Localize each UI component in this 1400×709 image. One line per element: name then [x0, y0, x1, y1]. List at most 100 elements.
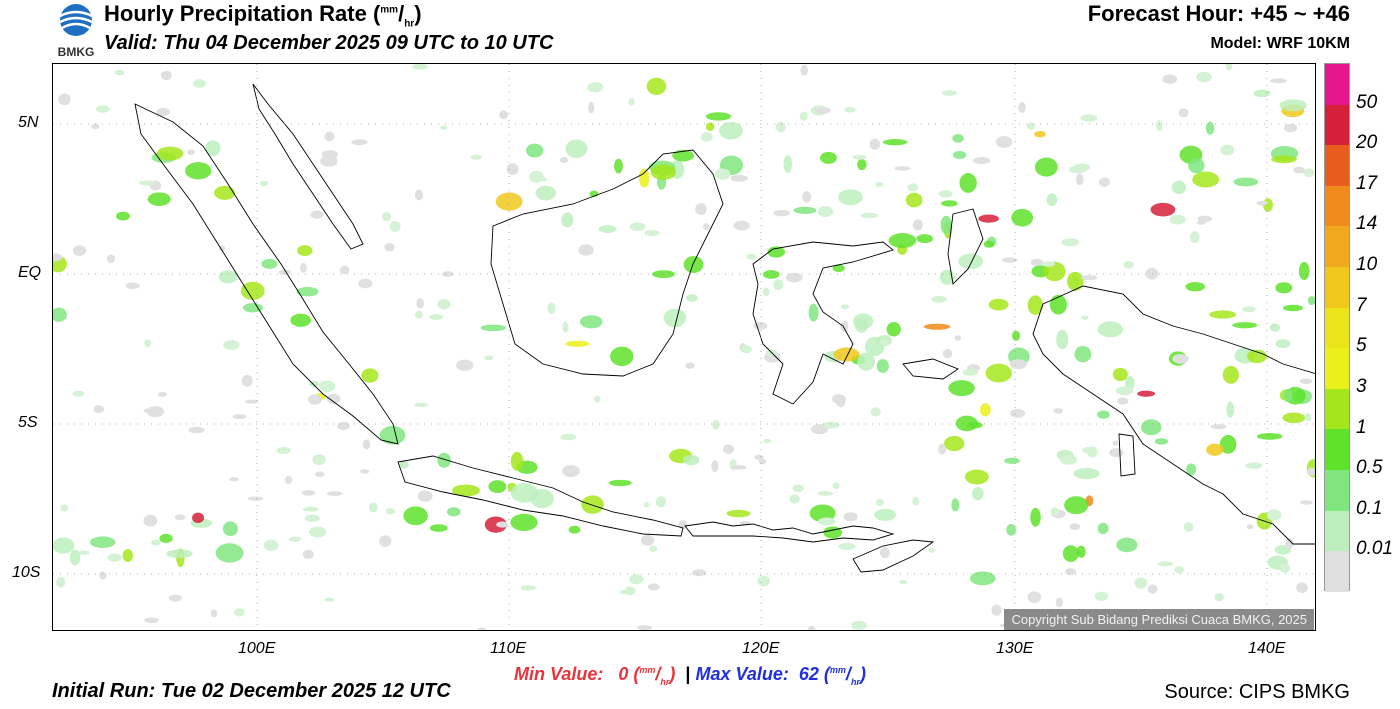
rain-cell [1049, 294, 1067, 315]
drizzle-cell [1299, 378, 1313, 385]
rain-cell [1188, 157, 1205, 174]
drizzle-cell [1123, 261, 1134, 269]
drizzle-cell [789, 494, 800, 504]
rain-cell [581, 495, 604, 514]
rain-cell [1232, 322, 1258, 329]
colorbar-label: 5 [1356, 335, 1367, 357]
rain-cell [205, 140, 221, 157]
drizzle-cell [995, 136, 1013, 148]
drizzle-cell [758, 458, 767, 465]
rain-cell [705, 112, 732, 121]
drizzle-cell [870, 407, 881, 417]
drizzle-cell [928, 548, 936, 553]
drizzle-cell [470, 154, 483, 160]
rain-cell [683, 256, 704, 273]
rain-cell [147, 192, 171, 207]
rain-cell [1067, 271, 1084, 291]
drizzle-cell [1296, 582, 1308, 594]
rain-cell [89, 536, 116, 549]
drizzle-cell [894, 166, 911, 171]
rain-cell [651, 270, 676, 279]
colorbar-label: 0.5 [1356, 457, 1383, 479]
drizzle-cell [1076, 173, 1084, 186]
rain-cell [809, 504, 836, 523]
drizzle-cell [437, 298, 451, 310]
drizzle-cell [1080, 315, 1089, 320]
rain-cell [905, 192, 923, 208]
lon-label-140e: 140E [1248, 640, 1286, 657]
drizzle-cell [412, 64, 429, 70]
drizzle-cell [1183, 522, 1194, 532]
rain-cell [1097, 321, 1123, 338]
drizzle-cell [1285, 537, 1294, 550]
drizzle-cell [1134, 577, 1148, 589]
drizzle-cell [312, 454, 326, 466]
rain-cell [1030, 507, 1041, 527]
rain-cell [510, 513, 538, 532]
rain-cell [1256, 433, 1283, 440]
drizzle-cell [1053, 408, 1064, 414]
rain-cell [983, 240, 995, 248]
drizzle-cell [649, 545, 658, 552]
rain-cell [1271, 155, 1297, 164]
colorbar-segment [1325, 388, 1349, 430]
rain-cell [1206, 443, 1224, 456]
drizzle-cell [773, 279, 784, 291]
drizzle-cell [415, 310, 423, 319]
rain-cell [1226, 401, 1235, 418]
rain-cell [955, 415, 979, 432]
rain-cell [857, 159, 867, 171]
rain-cell [1140, 419, 1162, 436]
rain-cell [1171, 180, 1187, 195]
lon-label-120e: 120E [742, 640, 780, 657]
colorbar [1324, 63, 1350, 592]
drizzle-cell [310, 210, 324, 219]
drizzle-cell [95, 105, 110, 113]
rain-cell [646, 77, 667, 96]
drizzle-cell [358, 278, 373, 289]
precipitation-field [53, 64, 1315, 630]
rain-cell [261, 258, 278, 269]
rain-cell [819, 151, 837, 164]
drizzle-cell [753, 321, 768, 330]
drizzle-cell [385, 507, 395, 515]
rain-cell [663, 308, 687, 328]
rain-cell [964, 469, 989, 485]
max-value: Max Value: 62 (mm/hr) [695, 664, 866, 687]
drizzle-cell [703, 222, 710, 231]
rain-cell [941, 200, 958, 207]
drizzle-cell [643, 501, 650, 508]
rain-cell [882, 139, 908, 146]
drizzle-cell [578, 244, 594, 256]
drizzle-cell [1245, 462, 1263, 469]
drizzle-cell [456, 359, 474, 371]
drizzle-cell [379, 535, 392, 547]
drizzle-cell [337, 421, 350, 431]
rain-cell [122, 549, 133, 562]
drizzle-cell [1178, 108, 1189, 118]
drizzle-cell [817, 517, 836, 526]
drizzle-cell [384, 242, 395, 252]
drizzle-cell [1080, 114, 1098, 122]
drizzle-cell [1010, 408, 1026, 418]
rain-cell [437, 452, 451, 468]
rain-cell [1062, 545, 1079, 562]
drizzle-cell [942, 349, 953, 359]
drizzle-cell [562, 321, 569, 333]
drizzle-cell [210, 609, 218, 618]
drizzle-cell [899, 579, 908, 585]
rain-cell [762, 270, 780, 279]
rain-cell [1275, 282, 1293, 294]
map-canvas [53, 64, 1315, 630]
drizzle-cell [326, 491, 343, 496]
rain-cell [672, 149, 695, 162]
rain-cell [886, 322, 901, 337]
drizzle-cell [762, 287, 770, 296]
rain-cell [1209, 310, 1237, 319]
rain-cell [952, 151, 967, 159]
colorbar-label: 10 [1356, 254, 1378, 276]
drizzle-cell [1169, 214, 1186, 225]
drizzle-cell [815, 107, 831, 114]
drizzle-cell [300, 262, 307, 273]
rain-cell [1298, 261, 1310, 280]
